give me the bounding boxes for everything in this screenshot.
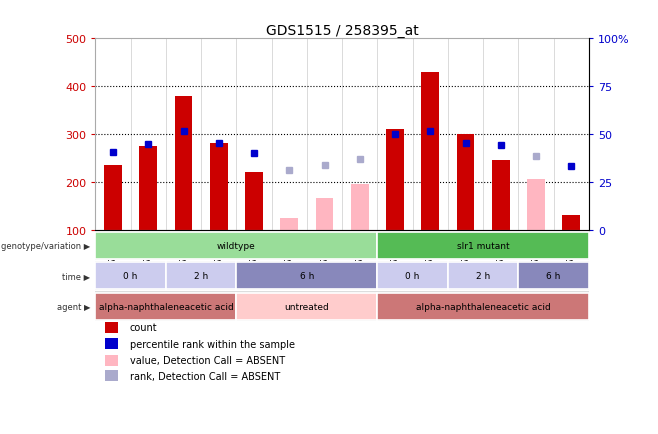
Text: alpha-naphthaleneacetic acid: alpha-naphthaleneacetic acid <box>99 302 234 311</box>
Bar <box>105 322 118 333</box>
Bar <box>563 216 580 230</box>
Bar <box>105 371 118 381</box>
Bar <box>139 146 157 230</box>
Bar <box>105 355 118 366</box>
Bar <box>457 135 474 230</box>
Text: slr1 mutant: slr1 mutant <box>457 241 509 250</box>
Bar <box>316 199 334 230</box>
Text: 6 h: 6 h <box>300 272 314 280</box>
Text: genotype/variation ▶: genotype/variation ▶ <box>1 241 90 250</box>
Text: wildtype: wildtype <box>217 241 256 250</box>
Text: 0 h: 0 h <box>405 272 420 280</box>
Bar <box>95 232 378 259</box>
Bar <box>175 96 192 230</box>
Bar <box>386 130 404 230</box>
Bar <box>236 263 378 289</box>
Bar <box>519 263 589 289</box>
Text: alpha-naphthaleneacetic acid: alpha-naphthaleneacetic acid <box>416 302 551 311</box>
Bar <box>95 293 236 320</box>
Bar <box>448 263 519 289</box>
Bar <box>105 339 118 349</box>
Text: 6 h: 6 h <box>547 272 561 280</box>
Text: 2 h: 2 h <box>476 272 490 280</box>
Bar <box>492 161 509 230</box>
Bar <box>95 263 166 289</box>
Text: 2 h: 2 h <box>194 272 209 280</box>
Text: time ▶: time ▶ <box>63 272 90 280</box>
Bar <box>527 180 545 230</box>
Text: count: count <box>130 322 157 332</box>
Bar <box>422 72 439 230</box>
Bar <box>378 293 589 320</box>
Bar <box>280 218 298 230</box>
Bar <box>236 293 378 320</box>
Bar <box>378 232 589 259</box>
Bar <box>245 173 263 230</box>
Text: 0 h: 0 h <box>124 272 138 280</box>
Bar <box>104 165 122 230</box>
Text: rank, Detection Call = ABSENT: rank, Detection Call = ABSENT <box>130 371 280 381</box>
Title: GDS1515 / 258395_at: GDS1515 / 258395_at <box>266 24 418 38</box>
Bar <box>210 144 228 230</box>
Bar <box>166 263 236 289</box>
Text: value, Detection Call = ABSENT: value, Detection Call = ABSENT <box>130 355 285 365</box>
Text: agent ▶: agent ▶ <box>57 302 90 311</box>
Bar <box>351 185 368 230</box>
Text: untreated: untreated <box>284 302 329 311</box>
Text: percentile rank within the sample: percentile rank within the sample <box>130 339 295 349</box>
Bar <box>378 263 448 289</box>
